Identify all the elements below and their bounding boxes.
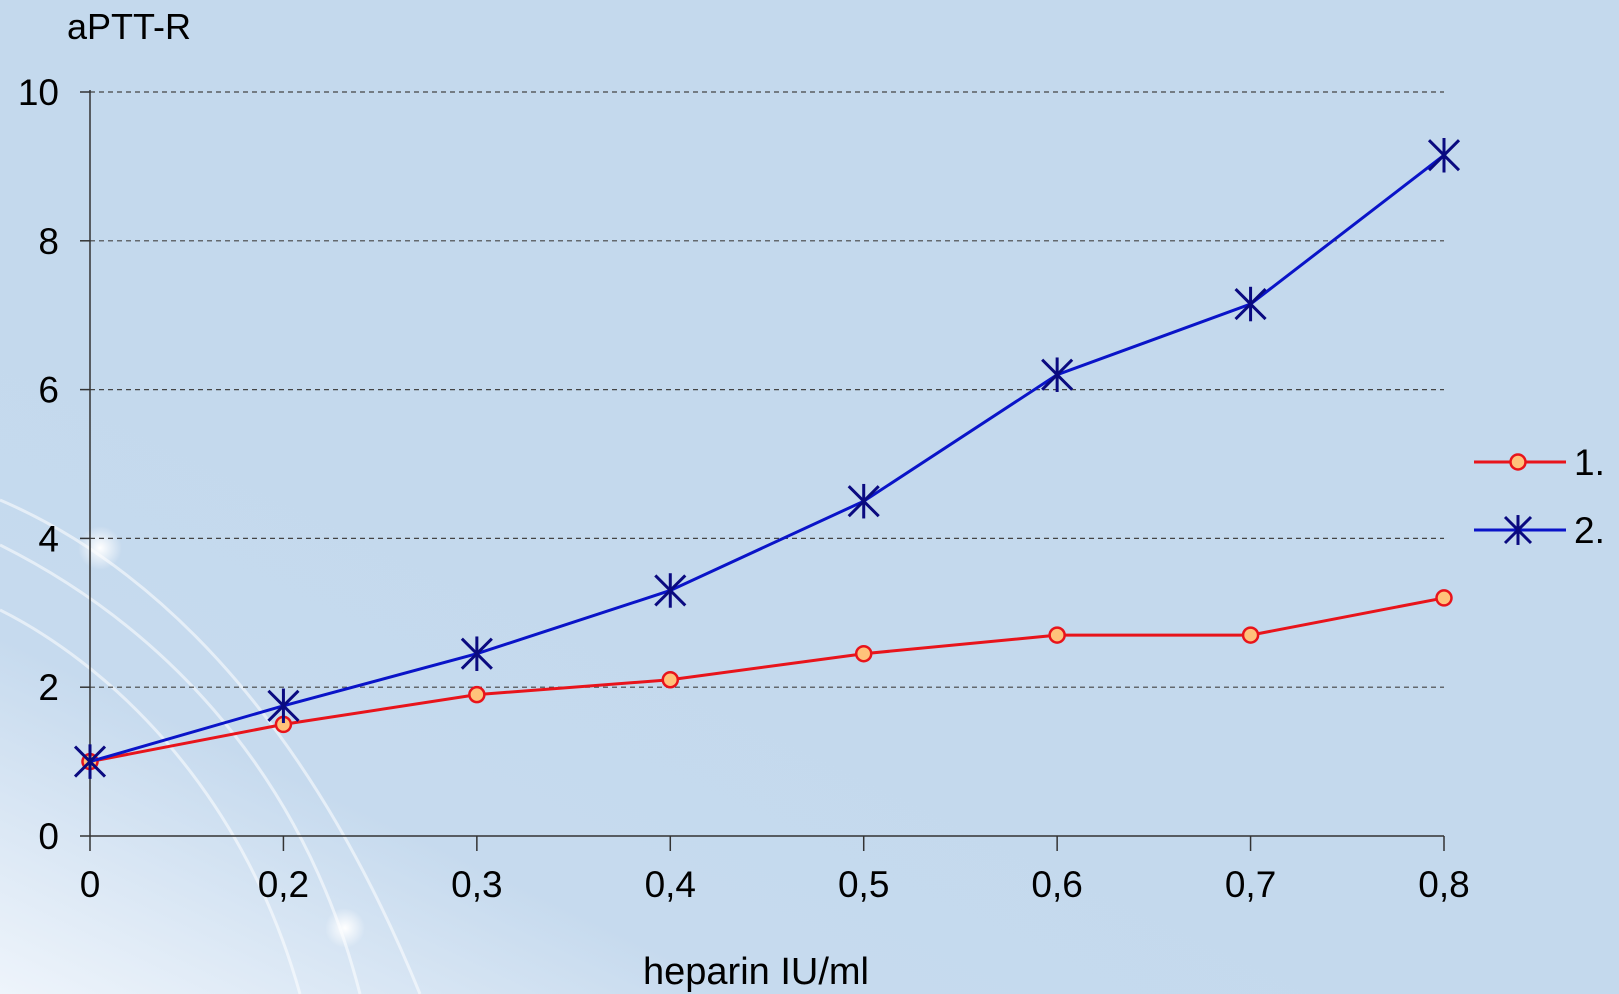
- data-point: [460, 636, 493, 671]
- data-point: [73, 744, 107, 779]
- x-axis-label: heparin IU/ml: [643, 951, 869, 993]
- x-tick-label: 0,2: [258, 864, 309, 905]
- data-point: [1041, 357, 1074, 392]
- decorative-glow-dot: [325, 908, 365, 948]
- legend-label: 2.: [1574, 510, 1605, 551]
- series-line: [89, 154, 1445, 764]
- data-point: [661, 671, 680, 689]
- series-line: [89, 596, 1445, 764]
- y-tick-label: 6: [38, 370, 59, 411]
- legend-item: 1.: [1474, 442, 1605, 483]
- data-point: [854, 644, 873, 663]
- gridlines: [90, 91, 1444, 688]
- data-point: [654, 573, 687, 608]
- y-tick-label: 8: [38, 221, 59, 262]
- data-point: [1435, 589, 1453, 607]
- x-tick-labels: 0 0,2 0,3 0,4 0,5 0,6 0,7 0,8: [80, 864, 1470, 905]
- data-point: [1048, 626, 1066, 644]
- series-layer: [73, 137, 1461, 779]
- x-tick-label: 0,3: [451, 864, 502, 905]
- y-tick-label: 4: [38, 518, 59, 559]
- legend-label: 1.: [1574, 442, 1605, 483]
- data-point: [1234, 286, 1267, 322]
- data-point: [1241, 626, 1260, 644]
- x-tick-label: 0,6: [1031, 864, 1082, 905]
- data-point: [1427, 137, 1461, 173]
- decorative-glow-dot: [78, 526, 122, 570]
- legend-item: 2.: [1474, 510, 1605, 551]
- x-tick-label: 0,8: [1418, 864, 1469, 905]
- x-tick-label: 0,5: [838, 864, 889, 905]
- x-tick-label: 0: [80, 864, 101, 905]
- x-tick-label: 0,7: [1225, 864, 1276, 905]
- y-tick-label: 10: [18, 72, 59, 113]
- series-2: [73, 137, 1461, 779]
- legend-marker: [1509, 453, 1527, 471]
- data-point: [468, 685, 486, 704]
- y-tick-label: 2: [38, 667, 59, 708]
- y-tick-label: 0: [38, 816, 59, 857]
- y-axis-label: aPTT-R: [67, 6, 191, 47]
- data-point: [847, 483, 880, 519]
- axes: [80, 90, 1445, 851]
- x-tick-label: 0,4: [645, 864, 696, 905]
- legend: 1. 2.: [1474, 442, 1605, 551]
- y-tick-labels: 0 2 4 6 8 10: [18, 72, 59, 857]
- data-point: [267, 688, 300, 724]
- legend-marker: [1503, 515, 1533, 545]
